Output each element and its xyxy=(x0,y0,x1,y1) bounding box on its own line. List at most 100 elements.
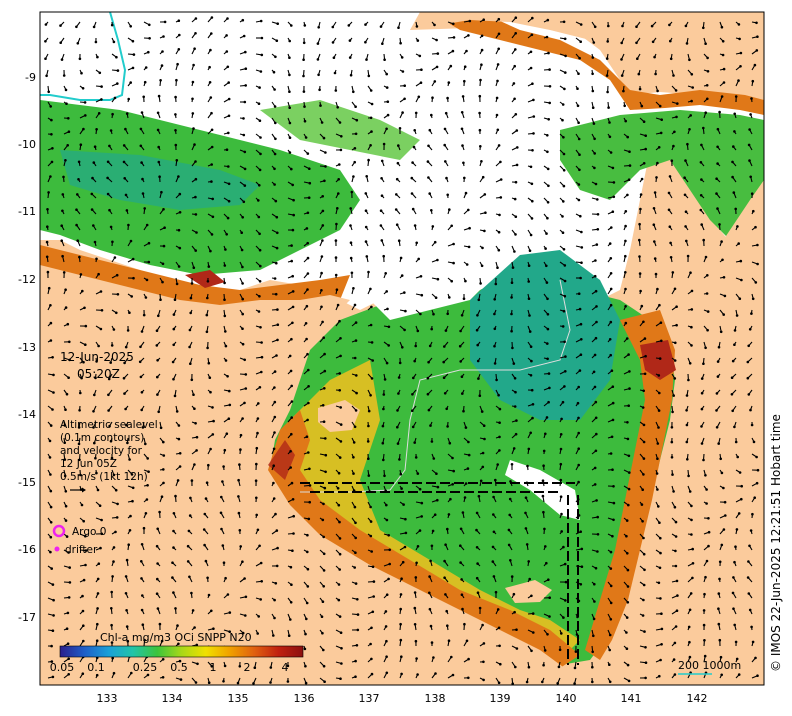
velocity-arrow-head xyxy=(611,401,615,405)
velocity-arrow-head xyxy=(731,409,734,413)
velocity-arrow-head xyxy=(91,176,94,180)
velocity-arrow-head xyxy=(384,272,388,275)
velocity-arrow-head xyxy=(384,625,388,628)
velocity-arrow-head xyxy=(304,664,307,668)
velocity-arrow-head xyxy=(740,484,743,488)
velocity-arrow-head xyxy=(410,176,414,180)
velocity-arrow-head xyxy=(356,628,360,632)
velocity-arrow-head xyxy=(307,517,311,521)
depth-scale-label: 200 1000m xyxy=(678,659,741,672)
velocity-arrow-head xyxy=(611,210,615,213)
velocity-arrow-head xyxy=(688,640,691,644)
velocity-arrow-head xyxy=(274,121,277,125)
velocity-arrow-head xyxy=(76,42,80,45)
velocity-arrow-head xyxy=(51,356,54,359)
velocity-arrow-head xyxy=(110,641,114,644)
velocity-arrow-head xyxy=(700,223,703,226)
velocity-arrow-head xyxy=(125,209,129,212)
velocity-arrow-head xyxy=(579,23,583,26)
velocity-arrow-head xyxy=(115,55,118,59)
velocity-arrow-head xyxy=(684,159,687,162)
velocity-arrow-head xyxy=(243,150,247,154)
x-tick-label: 140 xyxy=(556,692,577,705)
velocity-arrow-head xyxy=(158,510,161,514)
velocity-arrow-head xyxy=(323,369,327,373)
velocity-arrow-head xyxy=(290,400,294,403)
velocity-arrow-head xyxy=(496,608,500,611)
velocity-arrow-head xyxy=(96,55,99,59)
velocity-arrow-head xyxy=(322,585,326,588)
velocity-arrow-head xyxy=(642,457,646,460)
velocity-arrow-head xyxy=(688,58,691,62)
velocity-arrow-head xyxy=(496,79,499,83)
velocity-arrow-head xyxy=(415,241,419,245)
velocity-arrow-head xyxy=(493,344,496,348)
velocity-arrow-head xyxy=(320,305,323,309)
velocity-arrow-head xyxy=(304,632,307,636)
velocity-arrow-head xyxy=(240,231,243,234)
velocity-arrow-head xyxy=(186,544,190,548)
velocity-arrow-head xyxy=(67,551,70,554)
velocity-arrow-head xyxy=(733,343,736,347)
velocity-arrow-head xyxy=(255,513,258,517)
velocity-arrow-head xyxy=(428,575,431,578)
velocity-arrow-head xyxy=(349,207,353,210)
velocity-arrow-head xyxy=(476,562,479,565)
velocity-arrow-head xyxy=(321,239,324,242)
velocity-arrow-head xyxy=(128,311,131,315)
velocity-arrow-head xyxy=(399,638,403,642)
velocity-arrow-head xyxy=(592,122,596,125)
velocity-arrow-head xyxy=(111,575,114,578)
velocity-arrow-head xyxy=(644,646,647,649)
velocity-arrow-head xyxy=(76,193,79,196)
velocity-arrow-head xyxy=(141,177,144,181)
velocity-arrow-head xyxy=(369,287,372,291)
velocity-arrow-head xyxy=(322,502,325,506)
velocity-arrow-head xyxy=(108,424,111,428)
velocity-arrow-head xyxy=(384,610,388,613)
velocity-arrow-head xyxy=(157,160,161,164)
velocity-arrow-head xyxy=(463,176,466,180)
velocity-arrow-head xyxy=(719,330,723,334)
velocity-arrow-head xyxy=(305,601,309,605)
velocity-arrow-head xyxy=(717,442,720,445)
velocity-arrow-head xyxy=(463,496,467,499)
velocity-arrow-head xyxy=(577,121,580,124)
velocity-arrow-head xyxy=(684,225,687,228)
velocity-arrow-head xyxy=(671,473,674,476)
velocity-arrow-head xyxy=(524,496,528,500)
velocity-arrow-head xyxy=(459,561,462,564)
velocity-arrow-head xyxy=(704,474,707,477)
velocity-arrow-head xyxy=(322,648,325,652)
velocity-arrow-head xyxy=(491,560,495,563)
velocity-arrow-head xyxy=(737,673,741,676)
velocity-arrow-head xyxy=(256,528,260,532)
velocity-arrow-head xyxy=(449,64,453,68)
velocity-arrow-head xyxy=(436,277,440,281)
velocity-arrow-head xyxy=(700,178,703,181)
velocity-arrow-head xyxy=(642,120,646,123)
velocity-arrow-head xyxy=(611,468,614,472)
velocity-arrow-head xyxy=(652,223,656,226)
velocity-arrow-head xyxy=(106,176,109,180)
velocity-arrow-head xyxy=(291,290,295,293)
velocity-arrow-head xyxy=(237,511,241,515)
velocity-arrow-head xyxy=(751,79,755,83)
velocity-arrow-head xyxy=(420,515,424,518)
velocity-arrow-head xyxy=(563,385,566,388)
velocity-arrow-head xyxy=(290,583,293,586)
velocity-arrow-head xyxy=(461,511,465,514)
velocity-arrow-head xyxy=(364,40,367,44)
velocity-arrow-head xyxy=(352,175,355,178)
velocity-arrow-head xyxy=(722,81,726,84)
velocity-arrow-head xyxy=(700,391,704,395)
velocity-arrow-head xyxy=(306,352,309,356)
velocity-arrow-head xyxy=(177,48,181,51)
velocity-arrow-head xyxy=(515,647,519,650)
velocity-arrow-head xyxy=(443,345,446,348)
velocity-arrow-head xyxy=(513,64,516,68)
velocity-arrow-head xyxy=(354,551,357,554)
velocity-arrow-head xyxy=(626,421,629,424)
velocity-arrow-head xyxy=(156,562,159,565)
velocity-arrow-head xyxy=(372,595,376,598)
